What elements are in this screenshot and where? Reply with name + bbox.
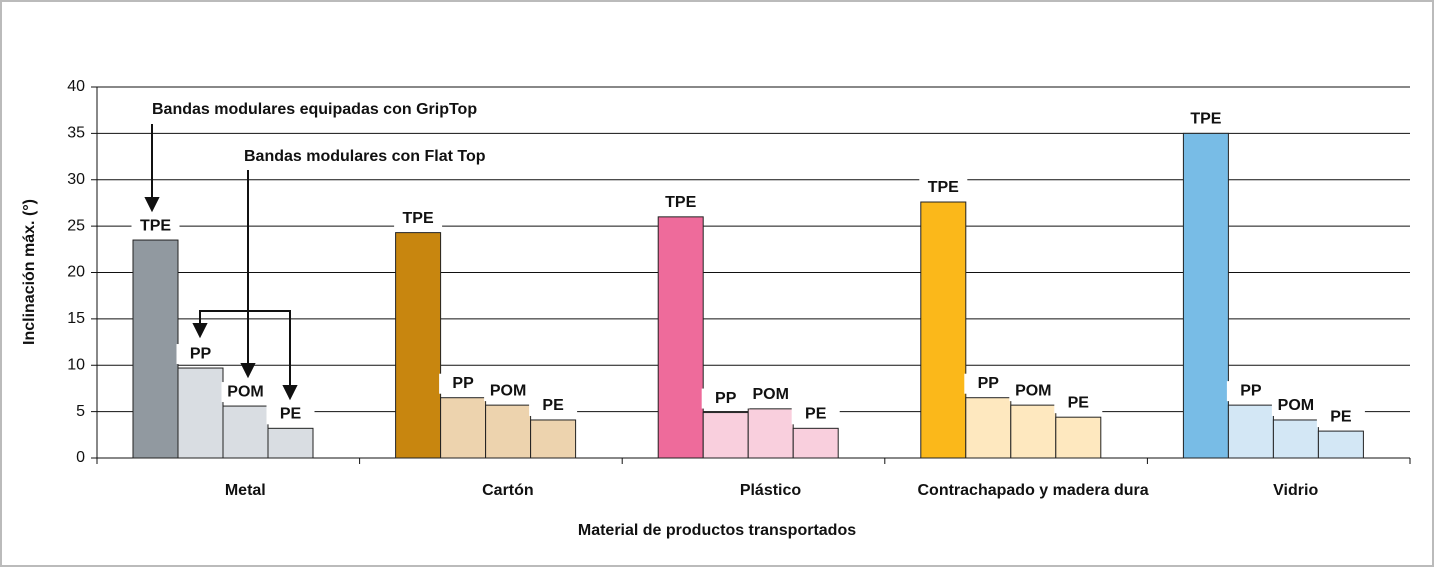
bar-label: PE (805, 406, 827, 423)
bar-label: PP (1240, 382, 1262, 399)
labels: Metal TPE PP POM PE Cartón TPE PP POM PE Plástico T… (131, 109, 1365, 499)
bar-label: TPE (140, 217, 171, 234)
label-bg (791, 404, 840, 425)
bar (267, 427, 314, 459)
bar (1182, 132, 1229, 459)
label-bg (221, 382, 270, 403)
bar-label: TPE (403, 210, 434, 227)
y-tick-label: 10 (67, 356, 85, 373)
bar-label: TPE (928, 179, 959, 196)
x-tick-label: Contrachapado y madera dura (918, 482, 1149, 499)
y-tick-label: 40 (67, 78, 85, 95)
y-tick-label: 20 (67, 264, 85, 281)
y-tick-label: 0 (76, 449, 85, 466)
y-tick-label: 15 (67, 310, 85, 327)
bar-label: POM (227, 383, 263, 400)
bar-label: TPE (665, 194, 696, 211)
y-axis-label: Inclinación máx. (°) (21, 199, 38, 345)
label-bg (1054, 393, 1103, 414)
y-tick-label: 25 (67, 217, 85, 234)
label-bg (529, 395, 578, 416)
bar (920, 201, 967, 459)
label-bg (484, 381, 533, 402)
bar-label: PE (542, 397, 564, 414)
bar-label: PP (190, 345, 212, 362)
bar (222, 405, 269, 459)
label-bg (1316, 407, 1365, 428)
bar-label: POM (1015, 382, 1051, 399)
bar (792, 427, 839, 459)
bar (485, 404, 532, 459)
label-bg (1181, 109, 1230, 130)
label-bg (131, 216, 180, 237)
bar-label: PE (1330, 408, 1352, 425)
bar (1317, 430, 1364, 459)
bar-label: POM (1278, 397, 1314, 414)
label-bg (919, 178, 968, 199)
x-tick-label: Vidrio (1273, 482, 1318, 499)
label-bg (656, 192, 705, 213)
bar-label: TPE (1190, 111, 1221, 128)
bar-label: PP (452, 375, 474, 392)
bars (132, 132, 1364, 459)
y-tick-label: 35 (67, 125, 85, 142)
bar (1010, 404, 1057, 459)
bar-label: PE (280, 406, 302, 423)
label-bg (746, 384, 795, 405)
x-axis-label: Material de productos transportados (578, 522, 856, 539)
label-bg (964, 373, 1013, 394)
bar (440, 397, 487, 459)
label-bg (176, 344, 225, 365)
bar (1055, 416, 1102, 459)
label-bg (439, 373, 488, 394)
bar (1227, 404, 1274, 459)
label-bg (266, 404, 315, 425)
label-bg (701, 388, 750, 409)
x-tick-label: Cartón (482, 482, 534, 499)
bar (177, 367, 224, 459)
arrows (144, 124, 298, 401)
label-bg (394, 208, 443, 229)
bar (747, 408, 794, 459)
bar (657, 216, 704, 459)
annotation: Bandas modulares con Flat Top (244, 148, 486, 165)
label-bg (1271, 395, 1320, 416)
annotation: Bandas modulares equipadas con GripTop (152, 101, 477, 118)
bar-label: PP (978, 375, 1000, 392)
bar (530, 419, 577, 459)
bar-label: PP (715, 390, 737, 407)
bar (395, 232, 442, 459)
bar-label: POM (752, 386, 788, 403)
x-tick-label: Metal (225, 482, 266, 499)
label-bg (1226, 381, 1275, 402)
bar (132, 239, 179, 459)
x-tick-label: Plástico (740, 482, 802, 499)
bar (965, 397, 1012, 459)
bar (1272, 419, 1319, 459)
label-bg (1009, 381, 1058, 402)
bar (702, 412, 749, 459)
bar-label: PE (1068, 394, 1090, 411)
y-tick-label: 5 (76, 403, 85, 420)
y-tick-label: 30 (67, 171, 85, 188)
bar-label: POM (490, 382, 526, 399)
